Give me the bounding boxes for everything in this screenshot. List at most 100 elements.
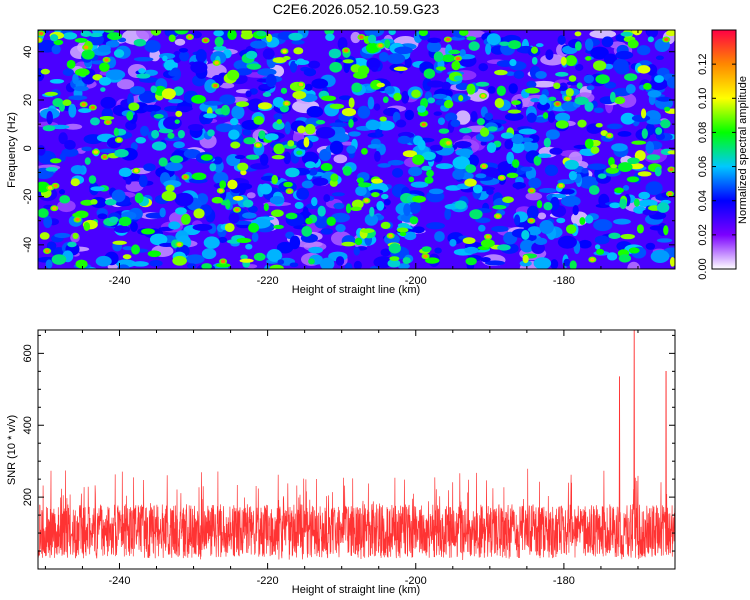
heatmap-blob	[361, 147, 368, 155]
heatmap-blob	[257, 102, 272, 110]
heatmap-patch	[525, 192, 543, 201]
heatmap-blob	[308, 60, 321, 69]
heatmap-blob	[423, 68, 436, 79]
heatmap-blob	[105, 69, 126, 80]
heatmap-blob	[228, 129, 240, 140]
heatmap-blob	[550, 259, 559, 269]
heatmap-blob	[574, 41, 582, 51]
heatmap-blob	[52, 98, 64, 108]
heatmap-blob	[40, 68, 50, 75]
heatmap-blob	[539, 220, 554, 234]
heatmap-blob	[73, 86, 89, 92]
heatmap-blob	[538, 188, 558, 194]
heatmap-blob	[213, 30, 224, 37]
heatmap-blob	[615, 50, 634, 60]
heatmap-patch	[136, 30, 155, 40]
heatmap-blob	[258, 130, 266, 140]
heatmap-blob	[531, 46, 539, 54]
colorbar-tick-label: 0.06	[697, 156, 709, 177]
heatmap-blob	[378, 51, 389, 62]
heatmap-blob	[331, 212, 351, 223]
heatmap-blob	[147, 250, 162, 258]
heatmap-blob	[239, 258, 254, 263]
heatmap-blob	[384, 39, 391, 49]
heatmap-blob	[167, 132, 175, 139]
heatmap-blob	[334, 133, 350, 143]
heatmap-peak-core	[53, 183, 58, 188]
colorbar-tick-label: 0.04	[697, 190, 709, 211]
heatmap-blob	[585, 56, 592, 61]
heatmap-blob	[425, 257, 440, 264]
heatmap-blob	[285, 212, 298, 220]
heatmap-blob	[475, 81, 490, 87]
heatmap-blob	[645, 242, 656, 250]
heatmap-blob	[272, 96, 285, 108]
heatmap-blob	[462, 237, 476, 245]
snr-frame	[37, 329, 676, 570]
heatmap-blob	[394, 46, 413, 55]
heatmap-blob	[227, 179, 238, 190]
heatmap-blob	[590, 146, 600, 154]
heatmap-blob	[311, 197, 318, 207]
heatmap-blob	[78, 108, 92, 113]
heatmap-blob	[637, 171, 652, 177]
heatmap-blob	[475, 132, 495, 142]
heatmap-blob	[329, 140, 344, 155]
heatmap-blob	[526, 112, 537, 123]
heatmap-blob	[105, 40, 120, 48]
heatmap-blob	[533, 257, 552, 269]
heatmap-blob	[213, 45, 227, 51]
heatmap-blob	[379, 116, 387, 122]
heatmap-blob	[341, 241, 356, 247]
heatmap-blob	[601, 36, 614, 48]
heatmap-blob	[227, 30, 237, 41]
heatmap-blob	[468, 41, 480, 51]
heatmap-blob	[641, 108, 647, 119]
heatmap-blob	[51, 254, 67, 265]
heatmap-blob	[168, 221, 181, 230]
heatmap-blob	[555, 71, 569, 77]
heatmap-blob	[245, 90, 252, 98]
heatmap-blob	[507, 40, 522, 50]
heatmap-peak-core	[529, 188, 534, 193]
heatmap-patch	[246, 192, 256, 199]
heatmap-blob	[104, 199, 117, 206]
heatmap-blob	[377, 163, 391, 168]
heatmap-x-ticks: -240 -220 -200 -180	[44, 30, 676, 287]
heatmap-blob	[655, 55, 664, 61]
heatmap-blob	[269, 264, 284, 269]
heatmap-blob	[584, 138, 594, 149]
heatmap-blob	[360, 228, 375, 234]
heatmap-blob	[289, 262, 299, 268]
heatmap-blob	[125, 177, 132, 185]
heatmap-blob	[234, 68, 252, 76]
heatmap-blob	[364, 30, 385, 37]
heatmap-blob	[81, 49, 95, 60]
heatmap-blob	[84, 157, 91, 165]
heatmap-blob	[522, 140, 539, 153]
heatmap-blob	[191, 172, 207, 181]
heatmap-blob	[107, 32, 122, 41]
heatmap-blob	[475, 217, 491, 224]
heatmap-blob	[574, 31, 582, 37]
heatmap-blob	[68, 103, 77, 118]
heatmap-blob	[397, 223, 410, 228]
heatmap-blob	[417, 139, 426, 151]
heatmap-blob	[186, 263, 197, 269]
heatmap-blob	[568, 75, 577, 82]
heatmap-blob	[585, 215, 594, 224]
heatmap-blob	[240, 31, 254, 40]
heatmap-blob	[177, 129, 185, 139]
heatmap-blob	[133, 57, 154, 62]
heatmap-blob	[242, 129, 252, 136]
heatmap-blob	[645, 122, 655, 136]
y-tick-label: 600	[22, 344, 34, 362]
heatmap-blob	[61, 148, 79, 157]
heatmap-blob	[38, 145, 46, 156]
heatmap-blob	[588, 185, 600, 195]
colorbar-tick-label: 0.12	[697, 53, 709, 74]
heatmap-blob	[525, 87, 540, 94]
heatmap-blob	[273, 143, 285, 155]
heatmap-blob	[118, 216, 132, 227]
heatmap-blob	[376, 120, 395, 131]
